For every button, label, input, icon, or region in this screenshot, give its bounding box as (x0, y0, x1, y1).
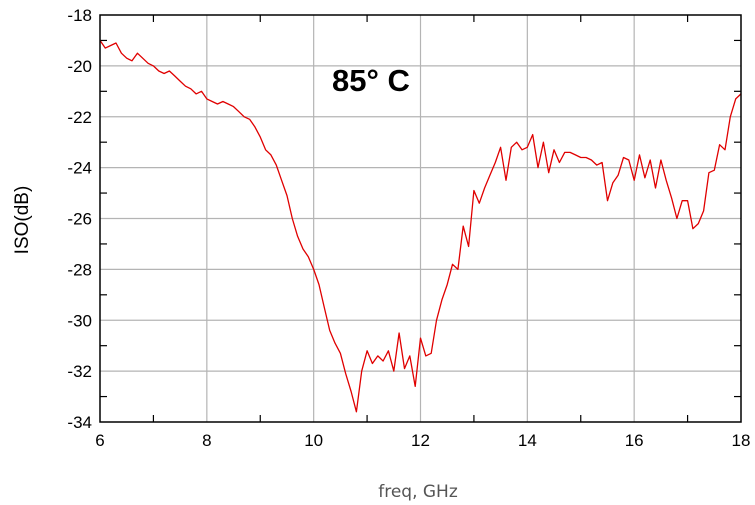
minor-ticks (100, 15, 741, 422)
grid (100, 15, 741, 422)
x-tick-label: 10 (304, 431, 323, 450)
y-tick-label: -34 (67, 413, 92, 432)
x-tick-label: 18 (732, 431, 751, 450)
plot-frame (99, 14, 742, 423)
x-tick-labels: 6 8 10 12 14 16 18 (95, 431, 750, 450)
y-axis-label: ISO(dB) (12, 186, 33, 255)
y-tick-label: -20 (67, 57, 92, 76)
y-tick-label: -30 (67, 311, 92, 330)
x-tick-label: 6 (95, 431, 104, 450)
y-tick-label: -26 (67, 210, 92, 229)
y-tick-label: -18 (67, 6, 92, 25)
chart-annotation: 85° C (332, 63, 410, 98)
y-tick-label: -22 (67, 108, 92, 127)
plot-lines (99, 40, 742, 413)
iso-series-line (99, 40, 742, 413)
y-tick-label: -32 (67, 362, 92, 381)
x-tick-label: 8 (202, 431, 211, 450)
x-tick-label: 12 (411, 431, 430, 450)
y-tick-label: -24 (67, 159, 92, 178)
y-tick-label: -28 (67, 260, 92, 279)
x-axis-label: freq, GHz (378, 482, 458, 502)
x-tick-label: 16 (625, 431, 644, 450)
x-tick-label: 14 (518, 431, 537, 450)
y-tick-labels: -34 -32 -30 -28 -26 -24 -22 -20 -18 (67, 6, 92, 432)
